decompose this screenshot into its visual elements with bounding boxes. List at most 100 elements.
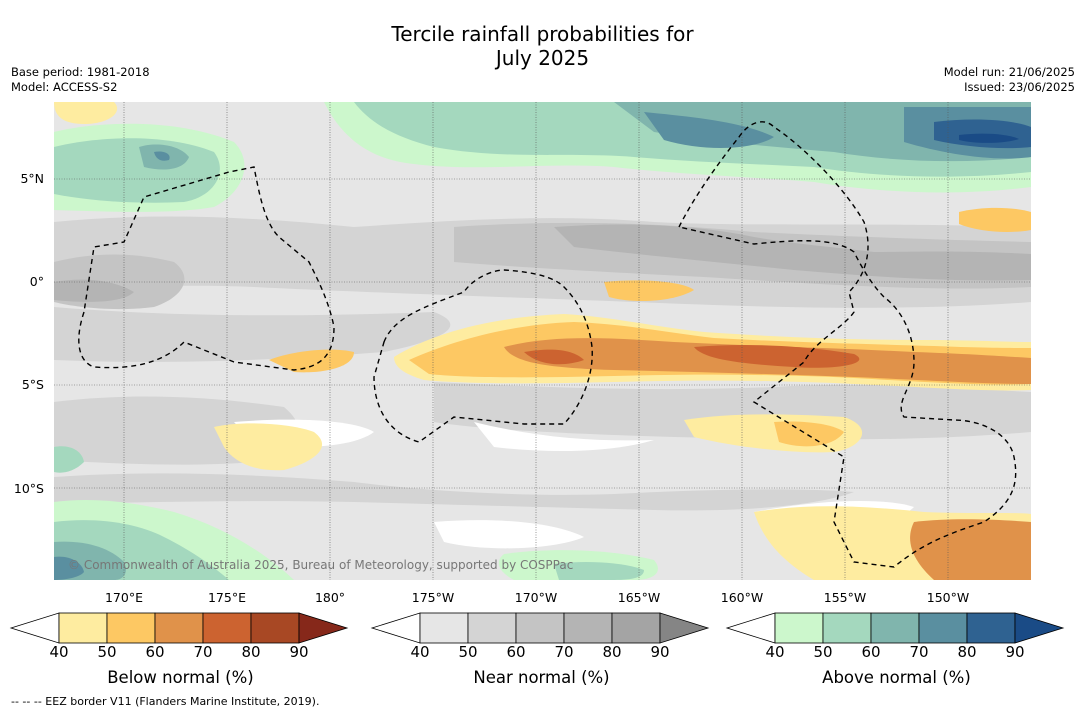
above-normal-region: [54, 556, 84, 580]
issued-text: Issued: 23/06/2025: [964, 80, 1075, 94]
near-colorbar-swatch: [419, 612, 469, 644]
above-tick-60: 60: [861, 643, 881, 661]
above-normal-region: [54, 446, 84, 473]
below-normal-region: [604, 280, 694, 302]
below-normal-region: [910, 519, 1031, 580]
above-colorbar-max-triangle: [1014, 612, 1065, 644]
above-tick-40: 40: [765, 643, 785, 661]
lon-label-175e: 175°E: [207, 590, 246, 605]
above-normal-region: [154, 151, 170, 161]
eez-border: [78, 166, 335, 371]
below-colorbar-swatch: [250, 612, 300, 644]
model-text: Model: ACCESS-S2: [11, 80, 118, 94]
below-colorbar-swatch: [106, 612, 156, 644]
below-normal-region: [524, 349, 584, 365]
below-normal-colorbar-swatches: [9, 612, 349, 644]
above-colorbar-min-triangle: [725, 612, 776, 644]
near-tick-40: 40: [410, 643, 430, 661]
eez-border: [677, 121, 1017, 568]
near-tick-60: 60: [506, 643, 526, 661]
near-colorbar-swatch: [467, 612, 517, 644]
below-normal-title: Below normal (%): [107, 668, 254, 687]
lon-label-160w: 160°W: [720, 590, 764, 605]
below-tick-40: 40: [49, 643, 69, 661]
above-colorbar-swatch: [918, 612, 968, 644]
near-normal-title: Near normal (%): [473, 668, 610, 687]
rainfall-probability-map: [54, 102, 1031, 580]
near-normal-colorbar-swatches: [370, 612, 710, 644]
near-normal-region: [54, 307, 451, 362]
lat-label-5n: 5°N: [20, 171, 44, 186]
above-normal-colorbar-swatches: [725, 612, 1065, 644]
above-colorbar-swatch: [870, 612, 920, 644]
near-colorbar-swatch: [515, 612, 565, 644]
copyright-text: © Commonwealth of Australia 2025, Bureau…: [68, 558, 574, 572]
near-tick-50: 50: [458, 643, 478, 661]
near-colorbar-swatch: [563, 612, 613, 644]
below-normal-region: [694, 344, 860, 368]
lon-label-170e: 170°E: [104, 590, 143, 605]
below-normal-region: [959, 207, 1031, 232]
meta-left: Base period: 1981-2018 Model: ACCESS-S2: [11, 65, 150, 95]
map-gridlines: [54, 102, 1031, 580]
white-region: [434, 520, 584, 549]
white-region: [474, 422, 654, 452]
eez-border-note: -- -- -- EEZ border V11 (Flanders Marine…: [11, 695, 320, 708]
below-tick-90: 90: [289, 643, 309, 661]
near-normal-colorbar: [370, 612, 710, 644]
near-normal-region: [434, 382, 1031, 440]
lat-label-5s: 5°S: [21, 377, 44, 392]
near-colorbar-swatch: [611, 612, 661, 644]
below-tick-70: 70: [193, 643, 213, 661]
lat-label-10s: 10°S: [13, 481, 44, 496]
below-tick-80: 80: [241, 643, 261, 661]
near-tick-70: 70: [554, 643, 574, 661]
near-tick-90: 90: [650, 643, 670, 661]
lat-label-0: 0°: [29, 274, 44, 289]
above-normal-region: [54, 138, 220, 203]
near-normal-region: [54, 279, 134, 302]
below-colorbar-swatch: [202, 612, 252, 644]
below-normal-region: [54, 102, 118, 124]
meta-right: Model run: 21/06/2025 Issued: 23/06/2025: [944, 65, 1075, 95]
above-colorbar-swatch: [966, 612, 1016, 644]
below-colorbar-min-triangle: [9, 612, 60, 644]
near-colorbar-min-triangle: [370, 612, 421, 644]
title-line-2: July 2025: [495, 46, 590, 70]
above-normal-region: [959, 133, 1019, 143]
below-colorbar-max-triangle: [298, 612, 349, 644]
lon-label-150w: 150°W: [926, 590, 970, 605]
below-colorbar-swatch: [154, 612, 204, 644]
above-tick-70: 70: [909, 643, 929, 661]
above-colorbar-swatch: [822, 612, 872, 644]
above-normal-title: Above normal (%): [822, 668, 971, 687]
above-normal-region: [554, 562, 644, 580]
near-colorbar-max-triangle: [659, 612, 710, 644]
above-tick-80: 80: [957, 643, 977, 661]
below-tick-50: 50: [97, 643, 117, 661]
lon-label-155w: 155°W: [823, 590, 867, 605]
map-title: Tercile rainfall probabilities for July …: [0, 22, 1085, 70]
lon-label-180: 180°: [314, 590, 346, 605]
title-line-1: Tercile rainfall probabilities for: [391, 22, 694, 46]
eez-border: [373, 269, 593, 443]
below-normal-colorbar: [9, 612, 349, 644]
lon-label-165w: 165°W: [617, 590, 661, 605]
eez-borders: [78, 121, 1017, 568]
below-normal-region: [269, 349, 354, 373]
above-tick-50: 50: [813, 643, 833, 661]
below-tick-60: 60: [145, 643, 165, 661]
near-normal-region: [54, 473, 854, 511]
near-normal-region: [554, 224, 1031, 281]
above-normal-region: [644, 112, 774, 148]
above-tick-90: 90: [1005, 643, 1025, 661]
near-tick-80: 80: [602, 643, 622, 661]
model-run-text: Model run: 21/06/2025: [943, 65, 1075, 79]
below-normal-region: [214, 423, 323, 471]
lon-label-170w: 170°W: [514, 590, 558, 605]
above-colorbar-swatch: [774, 612, 824, 644]
base-period-text: Base period: 1981-2018: [11, 65, 150, 79]
lon-label-175w: 175°W: [411, 590, 455, 605]
below-normal-region: [774, 421, 844, 447]
below-colorbar-swatch: [58, 612, 108, 644]
